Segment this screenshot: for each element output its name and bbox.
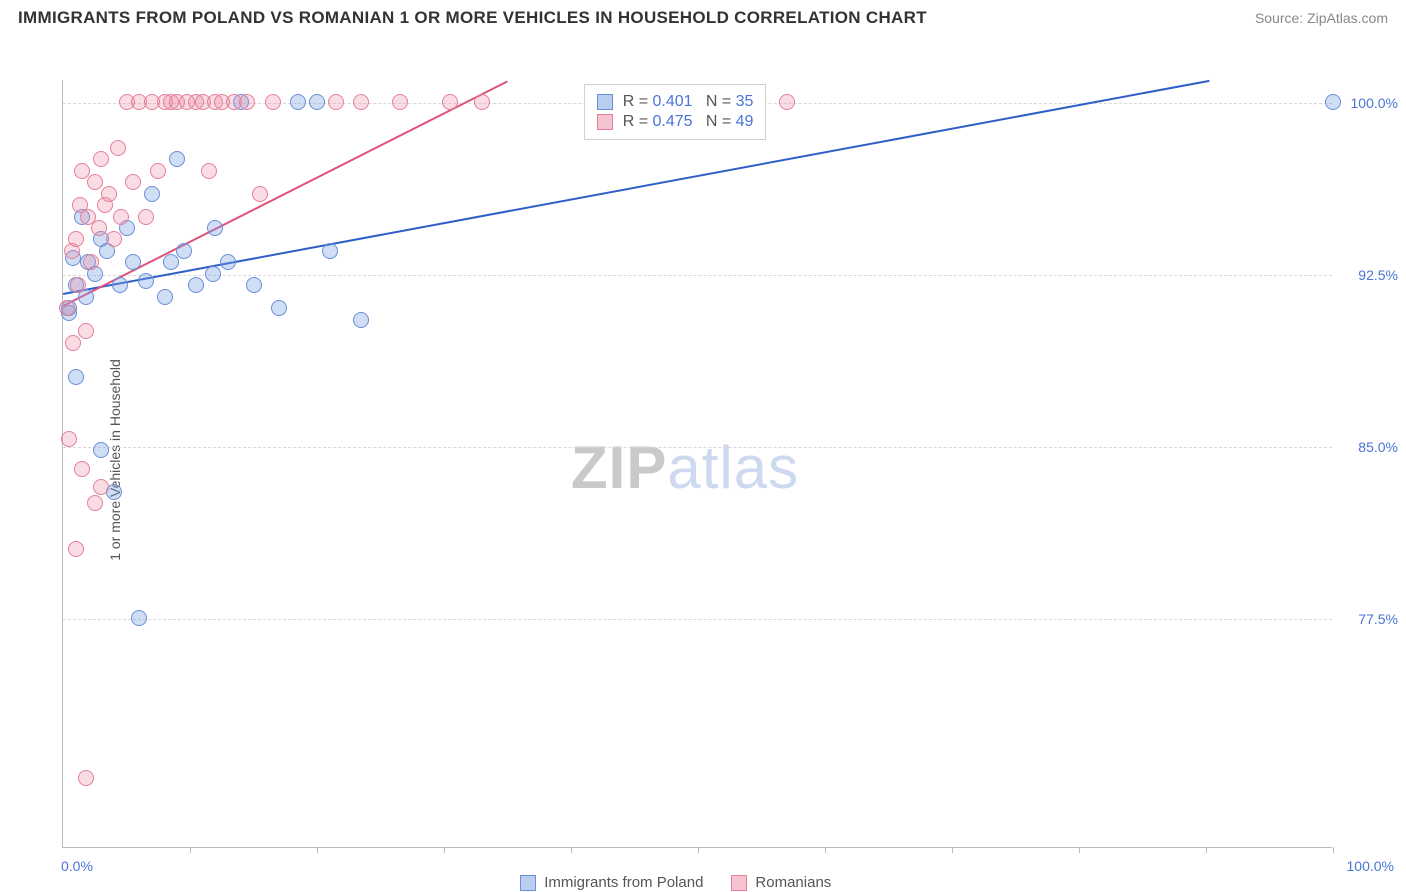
data-point: [110, 140, 126, 156]
data-point: [246, 277, 262, 293]
x-tick: [444, 847, 445, 853]
correlation-legend: R = 0.401 N = 35 R = 0.475 N = 49: [584, 84, 767, 140]
series-legend: Immigrants from Poland Romanians: [520, 874, 849, 891]
legend-label: Romanians: [755, 874, 831, 891]
data-point: [309, 94, 325, 110]
data-point: [322, 243, 338, 259]
gridline: [63, 447, 1332, 448]
data-point: [328, 94, 344, 110]
data-point: [353, 312, 369, 328]
data-point: [87, 174, 103, 190]
data-point: [78, 770, 94, 786]
x-tick: [1206, 847, 1207, 853]
chart-area: 1 or more Vehicles in Household ZIPatlas…: [18, 32, 1388, 888]
gridline: [63, 619, 1332, 620]
data-point: [65, 335, 81, 351]
x-axis-label: 0.0%: [61, 858, 93, 874]
data-point: [68, 231, 84, 247]
data-point: [205, 266, 221, 282]
legend-item: Immigrants from Poland: [520, 874, 703, 891]
correlation-text: R = 0.475 N = 49: [623, 113, 754, 131]
correlation-text: R = 0.401 N = 35: [623, 93, 754, 111]
x-tick: [1333, 847, 1334, 853]
data-point: [93, 151, 109, 167]
data-point: [265, 94, 281, 110]
legend-swatch: [731, 875, 747, 891]
x-tick: [571, 847, 572, 853]
data-point: [392, 94, 408, 110]
data-point: [220, 254, 236, 270]
data-point: [125, 174, 141, 190]
data-point: [59, 300, 75, 316]
legend-label: Immigrants from Poland: [544, 874, 703, 891]
data-point: [150, 163, 166, 179]
plot-region: ZIPatlas 100.0%92.5%85.0%77.5%0.0%100.0%…: [62, 80, 1332, 848]
data-point: [93, 442, 109, 458]
data-point: [779, 94, 795, 110]
data-point: [163, 254, 179, 270]
data-point: [138, 273, 154, 289]
data-point: [169, 151, 185, 167]
x-tick: [698, 847, 699, 853]
trend-line: [63, 80, 508, 306]
data-point: [68, 369, 84, 385]
data-point: [106, 231, 122, 247]
y-tick-label: 92.5%: [1338, 267, 1398, 283]
data-point: [61, 431, 77, 447]
data-point: [74, 461, 90, 477]
data-point: [83, 254, 99, 270]
data-point: [201, 163, 217, 179]
y-tick-label: 77.5%: [1338, 611, 1398, 627]
data-point: [101, 186, 117, 202]
x-tick: [825, 847, 826, 853]
data-point: [353, 94, 369, 110]
data-point: [125, 254, 141, 270]
legend-swatch: [520, 875, 536, 891]
chart-header: IMMIGRANTS FROM POLAND VS ROMANIAN 1 OR …: [0, 0, 1406, 32]
data-point: [93, 479, 109, 495]
data-point: [70, 277, 86, 293]
data-point: [157, 289, 173, 305]
data-point: [188, 277, 204, 293]
chart-source: Source: ZipAtlas.com: [1255, 10, 1388, 26]
data-point: [239, 94, 255, 110]
x-tick: [952, 847, 953, 853]
watermark-zip: ZIP: [571, 434, 667, 501]
x-tick: [190, 847, 191, 853]
legend-item: Romanians: [731, 874, 831, 891]
data-point: [113, 209, 129, 225]
y-tick-label: 100.0%: [1338, 95, 1398, 111]
data-point: [138, 209, 154, 225]
watermark: ZIPatlas: [571, 433, 799, 502]
legend-swatch: [597, 114, 613, 130]
watermark-atlas: atlas: [667, 434, 799, 501]
data-point: [112, 277, 128, 293]
data-point: [252, 186, 268, 202]
data-point: [474, 94, 490, 110]
data-point: [442, 94, 458, 110]
x-tick: [317, 847, 318, 853]
data-point: [290, 94, 306, 110]
data-point: [144, 186, 160, 202]
data-point: [68, 541, 84, 557]
data-point: [207, 220, 223, 236]
data-point: [91, 220, 107, 236]
legend-swatch: [597, 94, 613, 110]
data-point: [176, 243, 192, 259]
data-point: [1325, 94, 1341, 110]
y-tick-label: 85.0%: [1338, 439, 1398, 455]
x-axis-label: 100.0%: [1347, 858, 1394, 874]
gridline: [63, 275, 1332, 276]
chart-title: IMMIGRANTS FROM POLAND VS ROMANIAN 1 OR …: [18, 8, 927, 28]
data-point: [87, 495, 103, 511]
data-point: [78, 323, 94, 339]
data-point: [131, 610, 147, 626]
data-point: [271, 300, 287, 316]
correlation-row: R = 0.475 N = 49: [597, 113, 754, 131]
correlation-row: R = 0.401 N = 35: [597, 93, 754, 111]
x-tick: [1079, 847, 1080, 853]
